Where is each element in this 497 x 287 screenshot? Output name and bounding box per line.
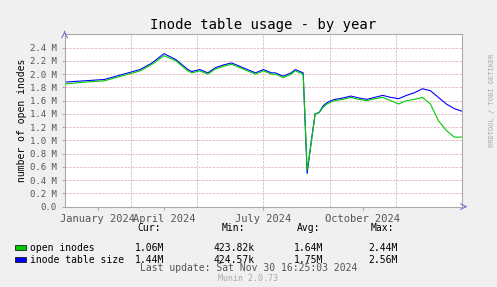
Text: 1.06M: 1.06M bbox=[134, 243, 164, 253]
Text: 2.56M: 2.56M bbox=[368, 255, 398, 265]
Text: 2.44M: 2.44M bbox=[368, 243, 398, 253]
Text: Max:: Max: bbox=[371, 223, 395, 233]
Text: 1.64M: 1.64M bbox=[293, 243, 323, 253]
Text: 1.75M: 1.75M bbox=[293, 255, 323, 265]
Text: inode table size: inode table size bbox=[30, 255, 124, 265]
Text: open inodes: open inodes bbox=[30, 243, 94, 253]
Text: Last update: Sat Nov 30 16:25:03 2024: Last update: Sat Nov 30 16:25:03 2024 bbox=[140, 263, 357, 273]
Text: Min:: Min: bbox=[222, 223, 246, 233]
Text: Avg:: Avg: bbox=[296, 223, 320, 233]
Text: Cur:: Cur: bbox=[137, 223, 161, 233]
Text: RRDTOOL / TOBI OETIKER: RRDTOOL / TOBI OETIKER bbox=[489, 54, 495, 147]
Text: 1.44M: 1.44M bbox=[134, 255, 164, 265]
Text: 423.82k: 423.82k bbox=[213, 243, 254, 253]
Y-axis label: number of open inodes: number of open inodes bbox=[17, 59, 27, 182]
Text: 424.57k: 424.57k bbox=[213, 255, 254, 265]
Title: Inode table usage - by year: Inode table usage - by year bbox=[151, 18, 376, 32]
Text: Munin 2.0.73: Munin 2.0.73 bbox=[219, 274, 278, 283]
